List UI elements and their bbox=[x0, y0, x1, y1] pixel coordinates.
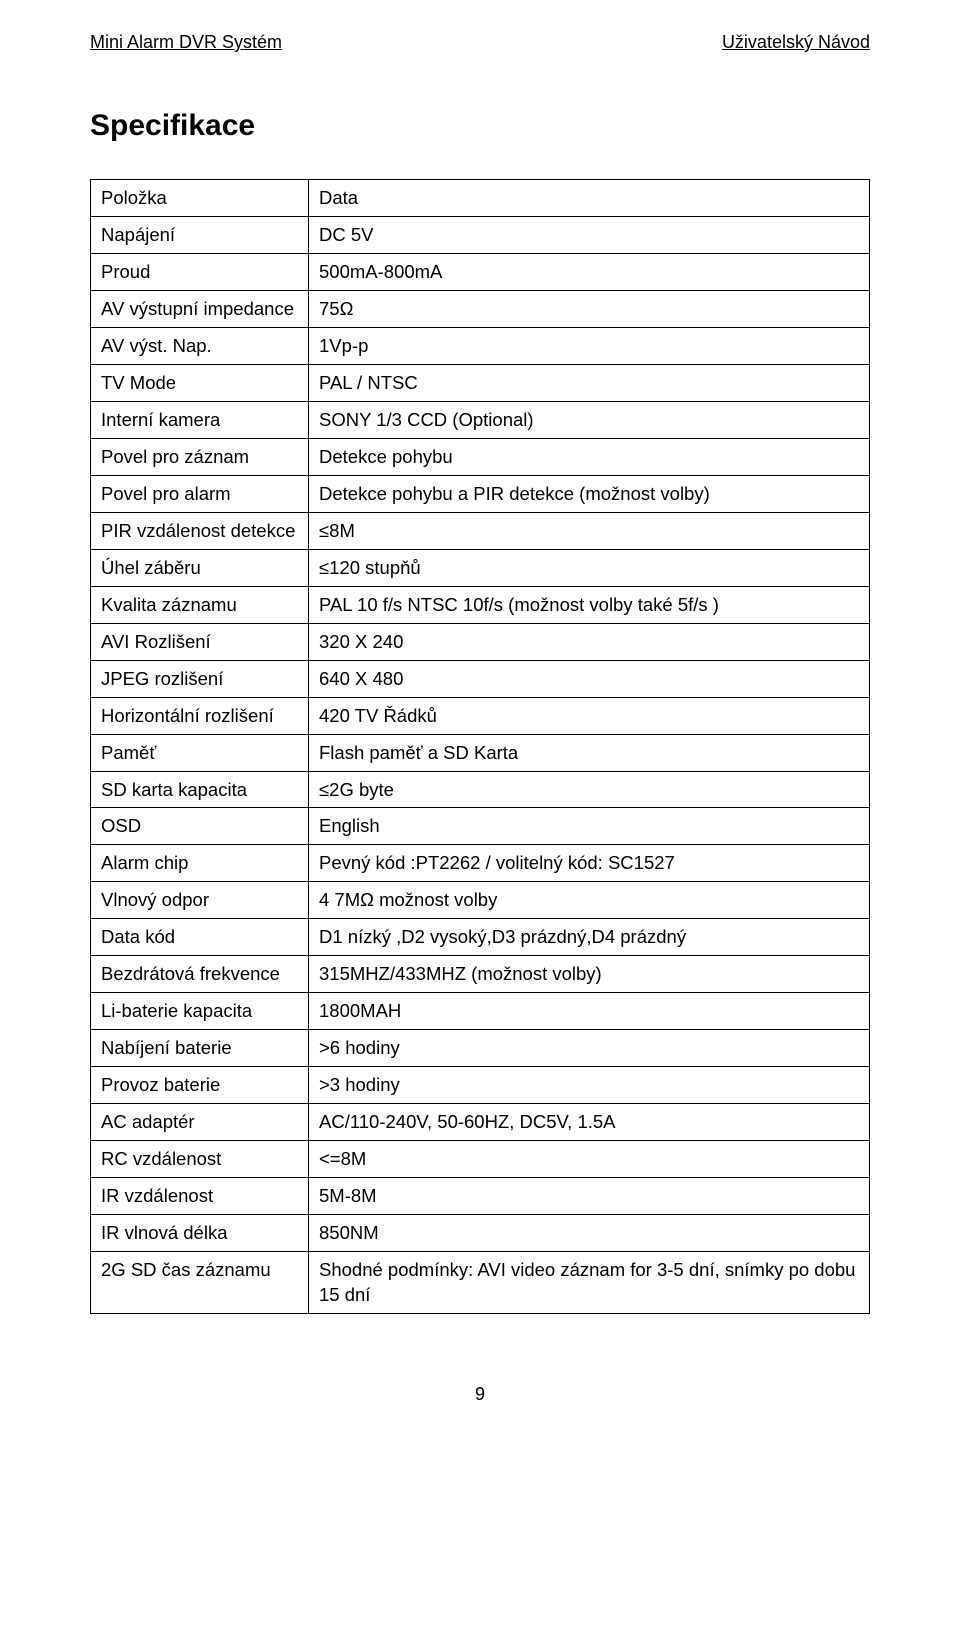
spec-value-cell: 850NM bbox=[309, 1215, 870, 1252]
spec-name-cell: IR vzdálenost bbox=[91, 1178, 309, 1215]
spec-name-cell: IR vlnová délka bbox=[91, 1215, 309, 1252]
page-number: 9 bbox=[90, 1384, 870, 1405]
table-row: Proud500mA-800mA bbox=[91, 253, 870, 290]
table-row: Bezdrátová frekvence315MHZ/433MHZ (možno… bbox=[91, 956, 870, 993]
table-row: Povel pro alarmDetekce pohybu a PIR dete… bbox=[91, 475, 870, 512]
spec-name-cell: Povel pro alarm bbox=[91, 475, 309, 512]
spec-value-cell: 320 X 240 bbox=[309, 623, 870, 660]
spec-value-cell: 4 7MΩ možnost volby bbox=[309, 882, 870, 919]
table-row: Data kódD1 nízký ,D2 vysoký,D3 prázdný,D… bbox=[91, 919, 870, 956]
spec-name-cell: TV Mode bbox=[91, 364, 309, 401]
page-header: Mini Alarm DVR Systém Uživatelský Návod bbox=[90, 32, 870, 57]
spec-name-cell: Bezdrátová frekvence bbox=[91, 956, 309, 993]
table-row: Provoz baterie>3 hodiny bbox=[91, 1067, 870, 1104]
spec-value-cell: 1Vp-p bbox=[309, 327, 870, 364]
spec-name-cell: Data kód bbox=[91, 919, 309, 956]
table-row: SD karta kapacita≤2G byte bbox=[91, 771, 870, 808]
spec-value-cell: Pevný kód :PT2262 / volitelný kód: SC152… bbox=[309, 845, 870, 882]
spec-name-cell: AC adaptér bbox=[91, 1104, 309, 1141]
spec-name-cell: AV výst. Nap. bbox=[91, 327, 309, 364]
spec-value-cell: Detekce pohybu a PIR detekce (možnost vo… bbox=[309, 475, 870, 512]
header-left: Mini Alarm DVR Systém bbox=[90, 32, 282, 53]
spec-value-cell: ≤2G byte bbox=[309, 771, 870, 808]
spec-name-cell: Položka bbox=[91, 180, 309, 217]
page-title: Specifikace bbox=[90, 109, 870, 143]
spec-value-cell: Detekce pohybu bbox=[309, 438, 870, 475]
spec-name-cell: PIR vzdálenost detekce bbox=[91, 512, 309, 549]
spec-value-cell: >3 hodiny bbox=[309, 1067, 870, 1104]
table-row: Alarm chipPevný kód :PT2262 / volitelný … bbox=[91, 845, 870, 882]
spec-name-cell: Povel pro záznam bbox=[91, 438, 309, 475]
spec-name-cell: 2G SD čas záznamu bbox=[91, 1252, 309, 1314]
spec-name-cell: Li-baterie kapacita bbox=[91, 993, 309, 1030]
table-row: AVI Rozlišení320 X 240 bbox=[91, 623, 870, 660]
spec-value-cell: 640 X 480 bbox=[309, 660, 870, 697]
table-row: Interní kameraSONY 1/3 CCD (Optional) bbox=[91, 401, 870, 438]
spec-name-cell: Paměť bbox=[91, 734, 309, 771]
table-row: TV ModePAL / NTSC bbox=[91, 364, 870, 401]
spec-name-cell: Provoz baterie bbox=[91, 1067, 309, 1104]
table-row: IR vzdálenost5M-8M bbox=[91, 1178, 870, 1215]
spec-value-cell: D1 nízký ,D2 vysoký,D3 prázdný,D4 prázdn… bbox=[309, 919, 870, 956]
table-row: PoložkaData bbox=[91, 180, 870, 217]
spec-name-cell: JPEG rozlišení bbox=[91, 660, 309, 697]
spec-name-cell: AVI Rozlišení bbox=[91, 623, 309, 660]
header-right: Uživatelský Návod bbox=[722, 32, 870, 53]
spec-value-cell: PAL 10 f/s NTSC 10f/s (možnost volby tak… bbox=[309, 586, 870, 623]
spec-name-cell: Úhel záběru bbox=[91, 549, 309, 586]
table-row: IR vlnová délka850NM bbox=[91, 1215, 870, 1252]
spec-value-cell: 420 TV Řádků bbox=[309, 697, 870, 734]
spec-value-cell: AC/110-240V, 50-60HZ, DC5V, 1.5A bbox=[309, 1104, 870, 1141]
spec-value-cell: ≤8M bbox=[309, 512, 870, 549]
table-row: 2G SD čas záznamuShodné podmínky: AVI vi… bbox=[91, 1252, 870, 1314]
spec-name-cell: SD karta kapacita bbox=[91, 771, 309, 808]
spec-value-cell: >6 hodiny bbox=[309, 1030, 870, 1067]
spec-value-cell: Data bbox=[309, 180, 870, 217]
table-row: NapájeníDC 5V bbox=[91, 216, 870, 253]
table-row: Li-baterie kapacita1800MAH bbox=[91, 993, 870, 1030]
table-row: AV výstupní impedance75Ω bbox=[91, 290, 870, 327]
spec-name-cell: AV výstupní impedance bbox=[91, 290, 309, 327]
spec-name-cell: Napájení bbox=[91, 216, 309, 253]
spec-name-cell: Vlnový odpor bbox=[91, 882, 309, 919]
spec-value-cell: 5M-8M bbox=[309, 1178, 870, 1215]
table-row: Úhel záběru≤120 stupňů bbox=[91, 549, 870, 586]
spec-name-cell: Horizontální rozlišení bbox=[91, 697, 309, 734]
spec-value-cell: 315MHZ/433MHZ (možnost volby) bbox=[309, 956, 870, 993]
spec-name-cell: Nabíjení baterie bbox=[91, 1030, 309, 1067]
spec-value-cell: Shodné podmínky: AVI video záznam for 3-… bbox=[309, 1252, 870, 1314]
spec-name-cell: Interní kamera bbox=[91, 401, 309, 438]
spec-value-cell: SONY 1/3 CCD (Optional) bbox=[309, 401, 870, 438]
spec-name-cell: Proud bbox=[91, 253, 309, 290]
spec-name-cell: Alarm chip bbox=[91, 845, 309, 882]
table-row: Povel pro záznamDetekce pohybu bbox=[91, 438, 870, 475]
spec-value-cell: English bbox=[309, 808, 870, 845]
table-row: AC adaptérAC/110-240V, 50-60HZ, DC5V, 1.… bbox=[91, 1104, 870, 1141]
table-row: PIR vzdálenost detekce≤8M bbox=[91, 512, 870, 549]
spec-value-cell: 1800MAH bbox=[309, 993, 870, 1030]
spec-value-cell: 500mA-800mA bbox=[309, 253, 870, 290]
table-row: JPEG rozlišení640 X 480 bbox=[91, 660, 870, 697]
spec-value-cell: DC 5V bbox=[309, 216, 870, 253]
table-row: PaměťFlash paměť a SD Karta bbox=[91, 734, 870, 771]
spec-name-cell: Kvalita záznamu bbox=[91, 586, 309, 623]
table-row: OSDEnglish bbox=[91, 808, 870, 845]
spec-value-cell: 75Ω bbox=[309, 290, 870, 327]
table-row: Nabíjení baterie>6 hodiny bbox=[91, 1030, 870, 1067]
spec-table: PoložkaDataNapájeníDC 5VProud500mA-800mA… bbox=[90, 179, 870, 1314]
table-row: Horizontální rozlišení420 TV Řádků bbox=[91, 697, 870, 734]
spec-name-cell: RC vzdálenost bbox=[91, 1141, 309, 1178]
table-row: AV výst. Nap.1Vp-p bbox=[91, 327, 870, 364]
spec-value-cell: PAL / NTSC bbox=[309, 364, 870, 401]
spec-value-cell: <=8M bbox=[309, 1141, 870, 1178]
table-row: RC vzdálenost<=8M bbox=[91, 1141, 870, 1178]
spec-value-cell: ≤120 stupňů bbox=[309, 549, 870, 586]
table-row: Kvalita záznamuPAL 10 f/s NTSC 10f/s (mo… bbox=[91, 586, 870, 623]
spec-value-cell: Flash paměť a SD Karta bbox=[309, 734, 870, 771]
table-row: Vlnový odpor4 7MΩ možnost volby bbox=[91, 882, 870, 919]
spec-name-cell: OSD bbox=[91, 808, 309, 845]
